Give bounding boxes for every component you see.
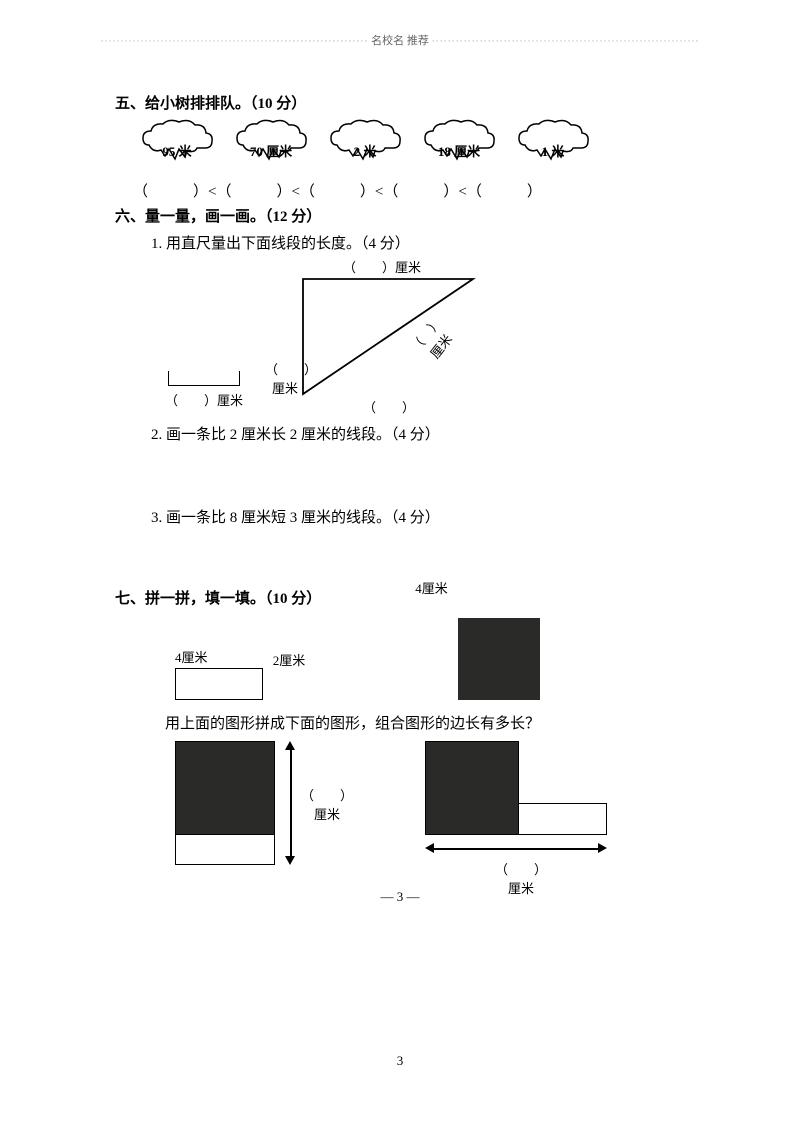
segment-label: （ ）厘米: [165, 390, 243, 409]
q6-3: 3. 画一条比 8 厘米短 3 厘米的线段。（4 分）: [151, 506, 685, 527]
tri-bottom-label: （ ）: [363, 397, 415, 416]
tree-label-4: 18 厘米: [421, 141, 497, 160]
q6-1-figures: （ ）厘米 （ ）厘米 （ ） 厘米 （ ） 厘米 （ ）: [165, 259, 685, 409]
combo-a-measure: （ ） 厘米: [301, 785, 353, 823]
arrow-right-icon: [598, 843, 607, 853]
combo-a-blank: （ ）: [301, 785, 353, 804]
page-number-bottom: 3: [0, 1053, 800, 1069]
arrow-line: [429, 848, 603, 850]
square-shape: 4厘米: [415, 618, 539, 700]
combo-b-arrow: [425, 841, 607, 857]
combo-b-black: [425, 741, 519, 835]
q5-compare: （ ）<（ ）<（ ）<（ ）<（ ）: [133, 180, 685, 201]
combo-b-white: [519, 803, 607, 835]
q7-question: 用上面的图形拼成下面的图形，组合图形的边长有多长？: [165, 712, 685, 733]
q7-given-shapes: 4厘米 2厘米 4厘米: [175, 618, 685, 700]
tree-label-2: 70 厘米: [233, 141, 309, 160]
combo-a-white: [175, 835, 275, 865]
small-rectangle: [175, 668, 263, 700]
square-4cm-label: 4厘米: [415, 578, 448, 597]
combo-b-blank: （ ）: [495, 862, 547, 877]
combo-a-arrow: [283, 741, 299, 865]
header: ········································…: [0, 0, 800, 48]
arrow-line: [290, 745, 292, 861]
tree-label-1: 95 米: [139, 141, 215, 160]
triangle-icon: [293, 269, 493, 409]
q7-heading: 七、拼一拼，填一填。（10 分）: [115, 587, 685, 608]
black-square: [458, 618, 540, 700]
q6-heading: 六、量一量，画一画。（12 分）: [115, 205, 685, 226]
header-text: 名校名 推荐: [371, 35, 429, 47]
dots-right: ········································…: [432, 36, 700, 46]
q7-combined-shapes: （ ） 厘米 （ ） 厘米: [175, 741, 685, 881]
page-number-mid: — 3 —: [115, 889, 685, 905]
tree-label-3: 2 米: [327, 141, 403, 160]
tri-left-unit: 厘米: [265, 378, 305, 397]
tri-top-label: （ ）厘米: [343, 257, 421, 276]
segment-figure: （ ）厘米: [165, 371, 243, 409]
triangle-figure: （ ）厘米 （ ） 厘米 （ ） 厘米 （ ）: [283, 259, 513, 409]
arrow-down-icon: [285, 856, 295, 865]
combo-b-measure: （ ） 厘米: [495, 859, 547, 897]
q6-2: 2. 画一条比 2 厘米长 2 厘米的线段。（4 分）: [151, 423, 685, 444]
combined-vertical: （ ） 厘米: [175, 741, 345, 881]
page-content: 五、给小树排排队。（10 分） 95 米 70 厘米 2 米 18 厘米: [0, 48, 800, 905]
q6-1: 1. 用直尺量出下面线段的长度。（4 分）: [151, 232, 685, 253]
q6-2-workspace: [115, 450, 685, 500]
combo-a-black: [175, 741, 275, 835]
q6-3-workspace: [115, 533, 685, 583]
dots-left: ········································…: [101, 36, 369, 46]
tree-label-5: 1 米: [515, 141, 591, 160]
combo-a-unit: 厘米: [301, 804, 353, 823]
q5-heading: 五、给小树排排队。（10 分）: [115, 92, 685, 113]
segment-bracket: [168, 371, 240, 386]
rect-2cm-label: 2厘米: [273, 650, 306, 669]
combo-b-unit: 厘米: [508, 881, 534, 896]
tri-left-label: （ ） 厘米: [265, 359, 305, 397]
tri-left-blank: （ ）: [265, 359, 305, 378]
combined-horizontal: （ ） 厘米: [425, 741, 645, 881]
rect-shape: 4厘米 2厘米: [175, 647, 305, 700]
